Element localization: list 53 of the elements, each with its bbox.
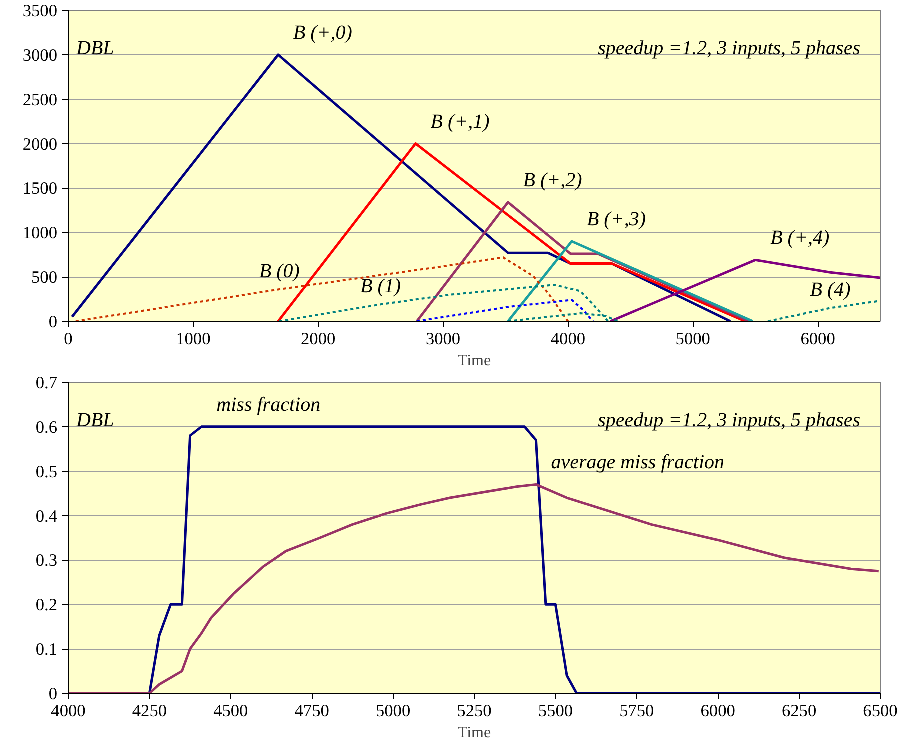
series-label: miss fraction xyxy=(216,394,321,416)
x-tick-label: 5500 xyxy=(538,702,574,720)
x-tick-label: 1000 xyxy=(176,330,211,348)
x-tick-label: 2000 xyxy=(301,330,336,348)
series-label: B (4) xyxy=(810,279,852,302)
y-tick-label: 0.3 xyxy=(36,551,58,570)
series-label: B (0) xyxy=(259,260,300,283)
y-tick-label: 0.1 xyxy=(36,640,58,660)
series-label: B (+,4) xyxy=(770,227,830,250)
x-tick-label: 6500 xyxy=(863,702,898,720)
y-tick-label: 0 xyxy=(48,312,58,332)
x-tick-label: 6250 xyxy=(782,702,817,720)
series-label: average miss fraction xyxy=(551,452,725,474)
y-tick-label: 2500 xyxy=(22,90,58,110)
annotation: speedup =1.2, 3 inputs, 5 phases xyxy=(598,410,861,432)
y-tick-label: 0.4 xyxy=(36,506,58,526)
series-label: B (1) xyxy=(360,276,402,298)
annotation: speedup =1.2, 3 inputs, 5 phases xyxy=(598,38,861,60)
y-tick-label: 3500 xyxy=(22,2,58,20)
annotation: DBL xyxy=(76,38,114,60)
y-tick-label: 0 xyxy=(48,684,58,704)
y-tick-label: 0.5 xyxy=(36,462,58,482)
series-label: B (+,2) xyxy=(523,169,583,192)
x-tick-label: 5000 xyxy=(376,702,411,720)
y-tick-label: 3000 xyxy=(22,46,58,65)
line-series xyxy=(416,299,594,322)
x-tick-label: 6000 xyxy=(700,702,736,720)
y-tick-label: 0.2 xyxy=(36,596,58,615)
x-tick-label: 4250 xyxy=(132,702,168,720)
y-tick-label: 500 xyxy=(32,268,58,288)
annotation: DBL xyxy=(76,410,114,432)
y-tick-label: 1500 xyxy=(22,179,58,198)
x-axis-title: Time xyxy=(458,724,492,742)
x-tick-label: 3000 xyxy=(426,330,461,348)
x-axis-title: Time xyxy=(458,352,492,370)
y-tick-label: 0.6 xyxy=(36,418,58,437)
x-tick-label: 4000 xyxy=(51,702,86,720)
x-tick-label: 5000 xyxy=(676,330,710,348)
x-tick-label: 5250 xyxy=(457,702,492,720)
series-label: B (+,1) xyxy=(430,110,490,133)
x-tick-label: 5750 xyxy=(620,702,654,720)
x-tick-label: 4000 xyxy=(550,330,586,348)
x-tick-label: 6000 xyxy=(800,330,836,348)
x-tick-label: 4500 xyxy=(214,702,248,720)
series-label: B (+,0) xyxy=(293,22,353,44)
x-tick-label: 4750 xyxy=(294,702,330,720)
series-label: B (+,3) xyxy=(586,208,646,231)
line-series xyxy=(609,258,880,322)
y-tick-label: 0.7 xyxy=(36,374,58,392)
y-tick-label: 1000 xyxy=(22,224,58,243)
x-tick-label: 0 xyxy=(64,330,73,348)
y-tick-label: 2000 xyxy=(22,134,58,154)
line-series xyxy=(74,256,570,322)
